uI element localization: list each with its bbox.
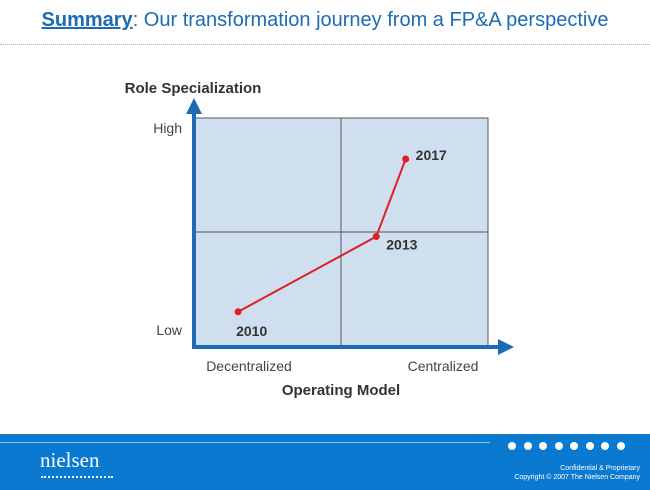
title-divider (0, 44, 650, 45)
title-text: : Our transformation journey from a FP&A… (132, 9, 609, 31)
y-tick-high: High (153, 120, 182, 136)
point-2017 (402, 155, 410, 163)
journey-chart: Role Specialization Operating Model High… (125, 80, 514, 399)
x-tick-decentralized: Decentralized (206, 358, 292, 374)
title-keyword: Summary (41, 9, 133, 31)
point-2013 (372, 233, 380, 241)
y-axis-title: Role Specialization (125, 80, 262, 97)
logo-dots (41, 476, 113, 480)
footer-dots (508, 437, 632, 450)
point-2010 (234, 308, 242, 316)
footer-bar: nielsen Confidential & Proprietary Copyr… (0, 434, 650, 490)
point-label-2017: 2017 (416, 147, 447, 163)
x-axis-title: Operating Model (282, 382, 400, 399)
footer-rule (0, 442, 490, 443)
nielsen-logo: nielsen (40, 448, 100, 472)
point-label-2010: 2010 (236, 323, 267, 339)
copyright-text: Copyright © 2007 The Nielsen Company (514, 474, 640, 481)
confidential-text: Confidential & Proprietary (560, 465, 640, 472)
legal-notice: Confidential & Proprietary Copyright © 2… (514, 464, 640, 482)
slide-title: Summary: Our transformation journey from… (0, 9, 650, 32)
point-label-2013: 2013 (386, 237, 417, 253)
x-tick-centralized: Centralized (408, 358, 479, 374)
journey-series: 2010 2013 2017 (234, 147, 447, 339)
y-tick-low: Low (156, 322, 183, 338)
